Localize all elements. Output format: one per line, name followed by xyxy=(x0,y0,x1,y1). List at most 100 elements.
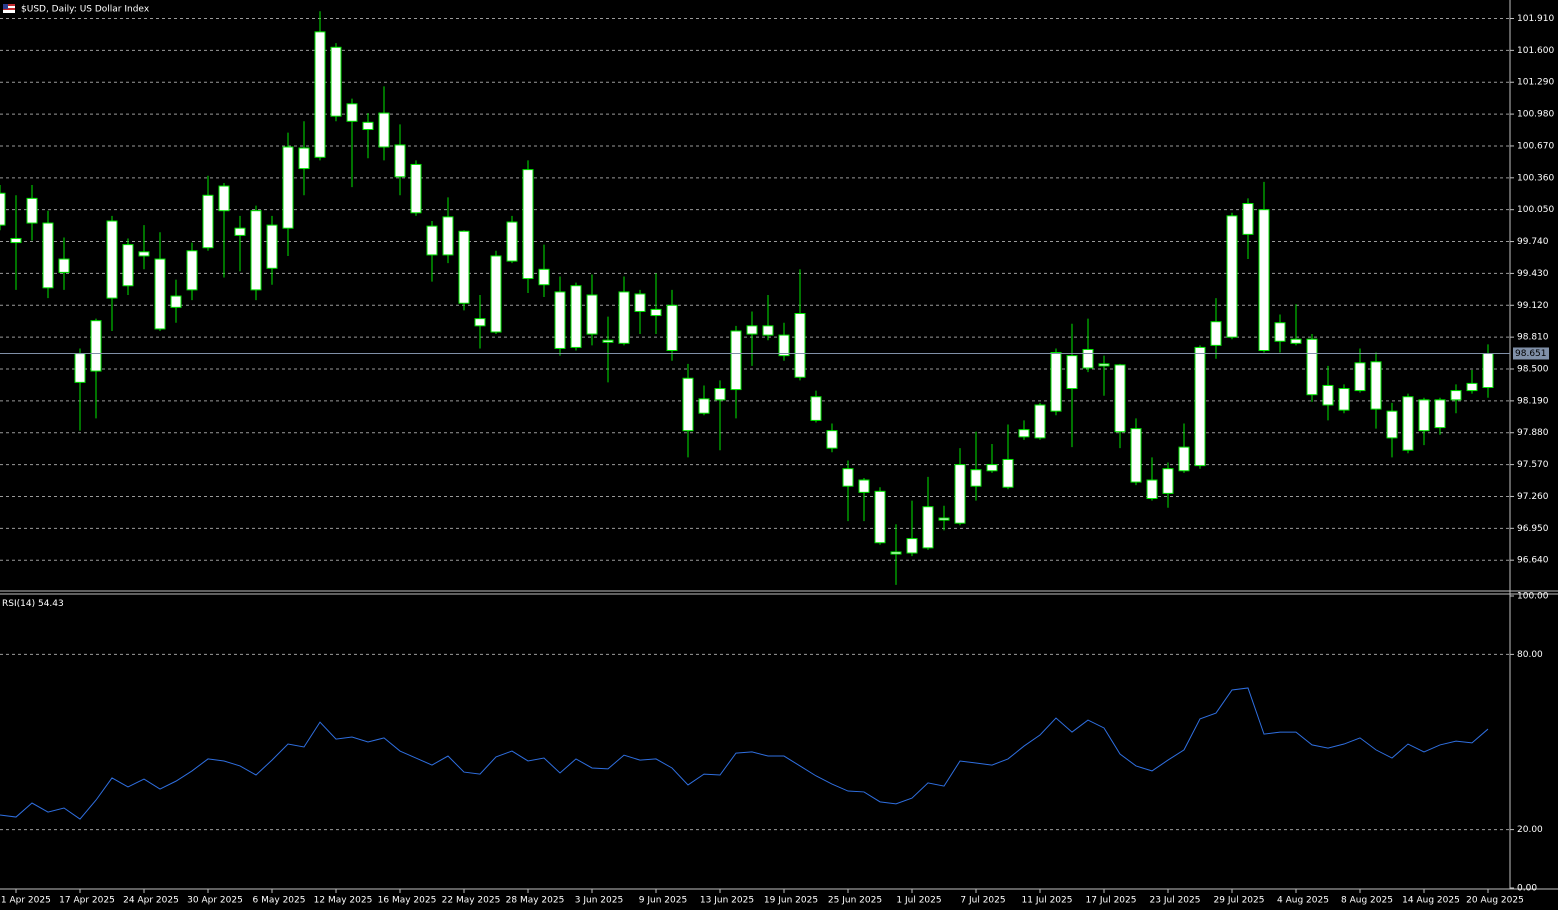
candle-body xyxy=(90,320,102,372)
candle-body xyxy=(1450,390,1462,401)
candle-body xyxy=(1002,458,1014,488)
y-tick-label: 100.980 xyxy=(1517,110,1554,120)
candle-body xyxy=(938,517,950,521)
x-tick-label: 23 Jul 2025 xyxy=(1150,896,1201,906)
x-tick-label: 17 Jul 2025 xyxy=(1086,896,1137,906)
x-tick-label: 3 Jun 2025 xyxy=(575,896,623,906)
candle-body xyxy=(602,339,614,343)
candle-body xyxy=(0,192,6,226)
rsi-name: RSI(14) xyxy=(2,599,35,609)
candle-body xyxy=(970,469,982,487)
x-tick-label: 28 May 2025 xyxy=(506,896,565,906)
candle-body xyxy=(218,185,230,212)
candle-body xyxy=(826,430,838,449)
candle-body xyxy=(474,318,486,327)
candle-body xyxy=(634,293,646,312)
candle-body xyxy=(490,255,502,333)
y-tick-label: 97.260 xyxy=(1517,492,1549,502)
candle-body xyxy=(1466,382,1478,392)
candle-body xyxy=(810,396,822,421)
flag-icon xyxy=(3,4,15,13)
y-tick-label: 98.500 xyxy=(1517,365,1549,375)
candle-body xyxy=(266,224,278,269)
candle-body xyxy=(1098,363,1110,367)
candle-body xyxy=(1402,396,1414,451)
candle-body xyxy=(1354,362,1366,392)
candle-body xyxy=(922,506,934,549)
y-tick-label: 101.290 xyxy=(1517,78,1554,88)
candle-body xyxy=(202,194,214,249)
candle-body xyxy=(682,377,694,432)
candle-body xyxy=(1082,348,1094,369)
last-price-box xyxy=(1513,347,1549,360)
candle-body xyxy=(1114,364,1126,433)
candle-body xyxy=(1130,428,1142,483)
candle-body xyxy=(506,221,518,262)
y-tick-label: 99.120 xyxy=(1517,301,1549,311)
x-tick-label: 8 Aug 2025 xyxy=(1341,896,1393,906)
candle-body xyxy=(458,230,470,304)
candle-body xyxy=(170,295,182,308)
candle-body xyxy=(1066,355,1078,390)
y-tick-label: 0.00 xyxy=(1517,884,1537,894)
candle-body xyxy=(778,334,790,357)
rsi-line xyxy=(0,687,1489,820)
candle-body xyxy=(250,210,262,291)
x-tick-label: 24 Apr 2025 xyxy=(123,896,179,906)
y-tick-label: 101.910 xyxy=(1517,14,1554,24)
x-tick-label: 16 May 2025 xyxy=(378,896,437,906)
candle-body xyxy=(1258,209,1270,352)
y-tick-label: 98.190 xyxy=(1517,396,1549,406)
y-tick-label: 100.00 xyxy=(1517,592,1549,602)
candle-body xyxy=(1242,203,1254,235)
y-tick-label: 98.810 xyxy=(1517,333,1549,343)
y-tick-label: 97.570 xyxy=(1517,460,1549,470)
candle-body xyxy=(554,291,566,349)
x-tick-label: 20 Aug 2025 xyxy=(1466,896,1524,906)
x-tick-label: 29 Jul 2025 xyxy=(1214,896,1265,906)
candle-body xyxy=(74,353,86,383)
candle-body xyxy=(1290,338,1302,344)
candle-body xyxy=(1050,352,1062,412)
candle-body xyxy=(186,250,198,291)
x-tick-label: 19 Jun 2025 xyxy=(764,896,818,906)
x-tick-label: 4 Aug 2025 xyxy=(1277,896,1329,906)
candle-body xyxy=(442,216,454,256)
y-tick-label: 96.640 xyxy=(1517,556,1549,566)
candle-body xyxy=(394,144,406,178)
candle-body xyxy=(282,146,294,229)
candle-body xyxy=(378,112,390,148)
candle-body xyxy=(314,31,326,158)
candle-body xyxy=(746,325,758,335)
candle-body xyxy=(298,147,310,170)
y-tick-label: 100.360 xyxy=(1517,173,1554,183)
candle-body xyxy=(234,227,246,236)
candle-body xyxy=(538,268,550,286)
candle-body xyxy=(410,163,422,214)
candle-body xyxy=(1370,361,1382,410)
candle-body xyxy=(1018,429,1030,438)
x-tick-label: 11 Jul 2025 xyxy=(1022,896,1073,906)
y-tick-label: 20.00 xyxy=(1517,825,1543,835)
x-tick-label: 6 May 2025 xyxy=(253,896,306,906)
candle-body xyxy=(730,330,742,391)
candle-body xyxy=(1338,388,1350,411)
candle-body xyxy=(330,46,342,117)
candle-body xyxy=(1034,404,1046,439)
candle-body xyxy=(986,464,998,472)
candle-body xyxy=(106,220,118,299)
y-tick-label: 97.880 xyxy=(1517,428,1549,438)
candle-body xyxy=(26,197,38,224)
candle-body xyxy=(138,251,150,257)
y-tick-label: 99.740 xyxy=(1517,237,1549,247)
y-tick-label: 100.670 xyxy=(1517,141,1554,151)
rsi-title: RSI(14) 54.43 xyxy=(2,599,64,609)
y-tick-label: 99.430 xyxy=(1517,269,1549,279)
candle-body xyxy=(42,222,54,289)
x-tick-label: 30 Apr 2025 xyxy=(187,896,243,906)
candle-body xyxy=(1482,352,1494,389)
candle-body xyxy=(1210,321,1222,346)
x-tick-label: 17 Apr 2025 xyxy=(59,896,115,906)
x-tick-label: 12 May 2025 xyxy=(314,896,373,906)
